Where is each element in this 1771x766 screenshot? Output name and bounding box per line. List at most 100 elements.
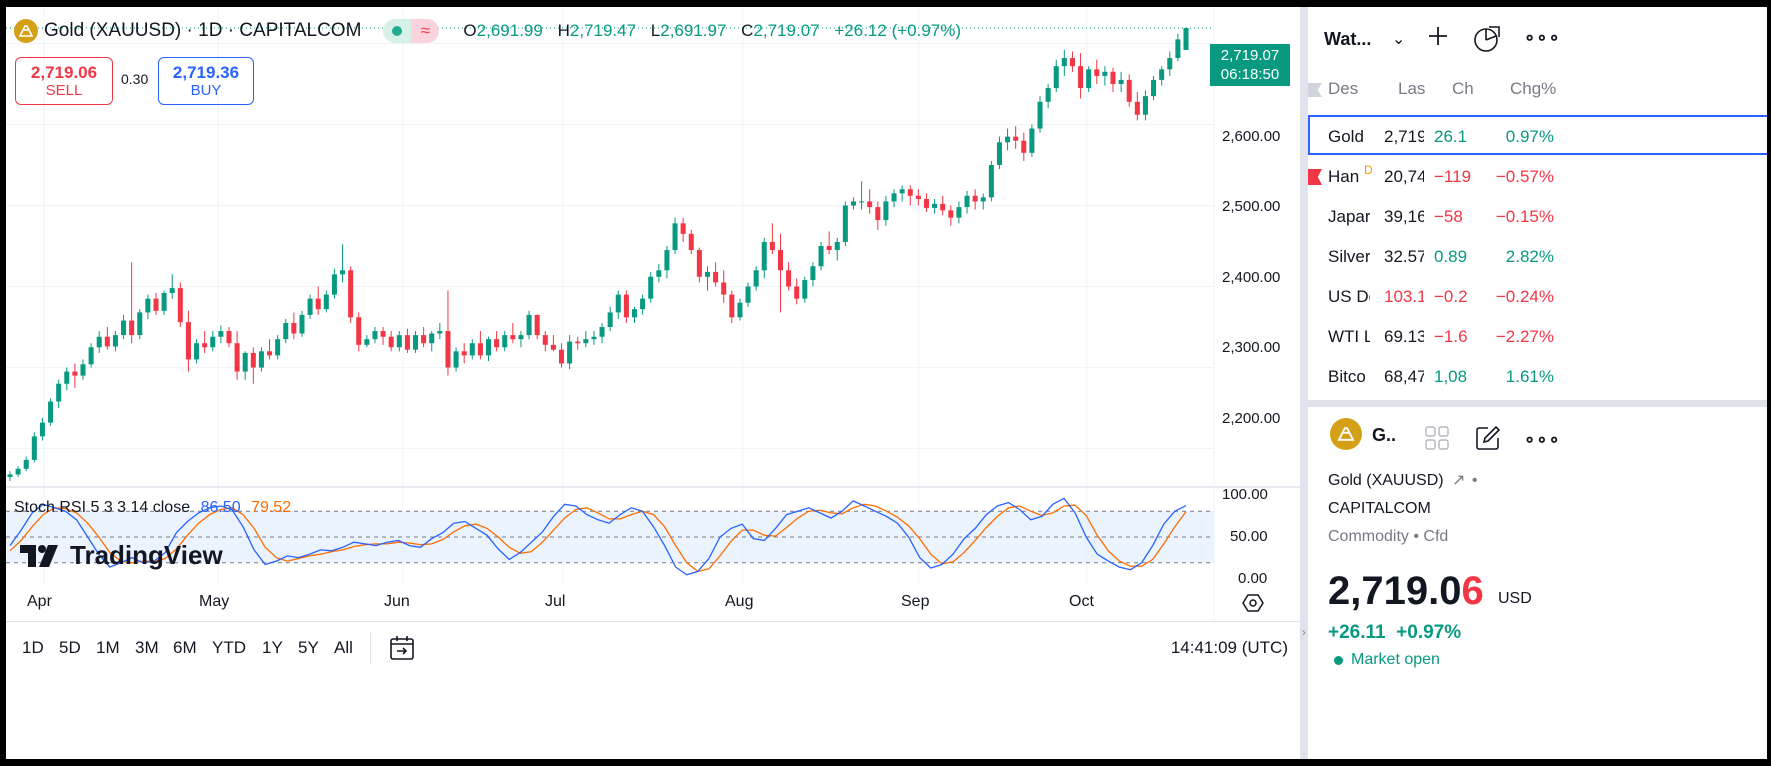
details-change: +26.11 +0.97% [1328, 622, 1462, 643]
watchlist-symbol: Han [1328, 167, 1360, 186]
high-value: 2,719.47 [569, 21, 637, 40]
candle-body [648, 276, 654, 299]
sell-price: 2,719.06 [30, 63, 98, 82]
candle-body [729, 294, 735, 318]
panel-divider[interactable] [1300, 7, 1308, 759]
red-flag-icon[interactable] [1308, 169, 1322, 185]
range-button-6m[interactable]: 6M [173, 638, 197, 657]
stoch-rsi-legend[interactable]: Stoch RSI 5 3 3 14 close 86.50 79.52 [14, 499, 291, 517]
advanced-view-icon[interactable] [1472, 24, 1502, 54]
candle-body [713, 271, 719, 283]
time-axis-label: Jul [545, 593, 566, 610]
watchlist-symbol: Bitco [1328, 367, 1366, 386]
details-exchange[interactable]: CAPITALCOM [1328, 500, 1431, 517]
market-open-dot-icon [1334, 655, 1343, 665]
candle-body [348, 270, 354, 318]
candle-body [575, 341, 581, 344]
candle-body [615, 294, 621, 313]
candle-body [356, 317, 362, 345]
market-status[interactable]: Market open [1334, 651, 1440, 669]
candle-body [218, 331, 224, 337]
candle-body [1167, 58, 1173, 70]
range-button-all[interactable]: All [334, 638, 353, 657]
buy-button[interactable]: 2,719.36 BUY [158, 57, 254, 105]
market-open-dot-icon[interactable] [383, 19, 412, 43]
price-axis-label: 2,600.00 [1222, 128, 1281, 145]
range-button-3m[interactable]: 3M [135, 638, 159, 657]
column-header-change-percent[interactable]: Chg% [1510, 79, 1557, 98]
grid-view-icon[interactable] [1424, 425, 1450, 451]
candle-body [445, 331, 451, 368]
candle-body [502, 335, 508, 348]
candle-body [769, 241, 775, 251]
utc-clock[interactable]: 14:41:09 (UTC) [1170, 638, 1288, 657]
candle-body [518, 335, 524, 340]
watchlist-row[interactable]: Gold 2,719 26.1 0.97% [1308, 115, 1767, 155]
stoch-d-line [9, 503, 1187, 573]
separator-dot: • [1471, 472, 1478, 489]
status-badges[interactable]: ≈ [383, 19, 440, 43]
candle-body [1061, 58, 1067, 67]
details-type: Commodity • Cfd [1328, 528, 1449, 545]
gold-symbol-logo [1330, 418, 1362, 450]
candle-body [315, 298, 321, 310]
candle-body [704, 271, 711, 277]
range-button-1d[interactable]: 1D [22, 638, 44, 657]
range-button-1m[interactable]: 1M [96, 638, 120, 657]
column-header-last[interactable]: Las [1398, 79, 1426, 98]
candle-body [948, 210, 954, 218]
candle-body [664, 250, 670, 271]
go-to-date-icon[interactable] [388, 634, 416, 662]
details-symbol-title[interactable]: G.. [1372, 425, 1397, 445]
candle-body [826, 246, 832, 251]
candle-body [550, 344, 556, 350]
time-axis-label: Sep [901, 593, 930, 610]
details-more-icon[interactable]: ∘∘∘ [1524, 429, 1561, 449]
candle-body [607, 312, 613, 328]
watchlist-row[interactable]: Japar 39,16 −58 −0.15% [1308, 197, 1767, 237]
watchlist-change: 1,08 [1434, 367, 1468, 386]
edit-note-icon[interactable] [1474, 424, 1502, 452]
external-link-icon[interactable]: ↗ [1452, 472, 1466, 489]
chart-canvas[interactable] [6, 7, 1300, 621]
more-options-icon[interactable]: ∘∘∘ [1524, 27, 1561, 47]
change-value: +26.12 (+0.97%) [834, 21, 962, 40]
candle-body [299, 314, 305, 334]
candle-body [656, 270, 662, 277]
delayed-data-badge: D [1364, 163, 1373, 177]
symbol-title[interactable]: Gold (XAUUSD) · 1D · CAPITALCOM [44, 20, 362, 41]
range-button-ytd[interactable]: YTD [212, 638, 246, 657]
range-button-5y[interactable]: 5Y [298, 638, 319, 657]
time-axis-label: Jun [384, 593, 410, 610]
watchlist-row[interactable]: Silver 32.57 0.89 2.82% [1308, 237, 1767, 277]
watchlist-row[interactable]: Bitco 68,47 1,08 1.61% [1308, 357, 1767, 397]
range-button-1y[interactable]: 1Y [262, 638, 283, 657]
stoch-k-value: 86.50 [200, 499, 241, 516]
brand-name: TradingView [70, 540, 223, 570]
add-symbol-icon[interactable] [1426, 24, 1450, 48]
watchlist-title[interactable]: Wat... [1324, 29, 1372, 49]
chart-settings-icon[interactable] [1242, 592, 1264, 614]
tradingview-logo[interactable]: TradingView [20, 540, 223, 571]
column-header-change[interactable]: Ch [1452, 79, 1474, 98]
candle-body [842, 205, 848, 242]
range-button-5d[interactable]: 5D [59, 638, 81, 657]
candle-body [1110, 71, 1116, 84]
chevron-down-icon[interactable]: ⌄ [1392, 31, 1406, 48]
watchlist-row[interactable]: US Dc 103.1 −0.2 −0.24% [1308, 277, 1767, 317]
watchlist-header: Wat... ⌄ ∘∘∘ [1308, 7, 1767, 71]
data-delay-icon[interactable]: ≈ [411, 19, 440, 43]
tradingview-logo-icon [20, 544, 58, 567]
flag-column-icon[interactable] [1308, 83, 1322, 97]
column-header-symbol[interactable]: Des [1328, 79, 1359, 98]
watchlist-row[interactable]: Han D 20,74 −119 −0.57% [1308, 157, 1767, 197]
candle-body [1086, 69, 1092, 89]
candle-body [469, 343, 475, 356]
stoch-axis-label: 50.00 [1230, 528, 1268, 545]
sell-button[interactable]: 2,719.06 SELL [15, 57, 113, 105]
collapse-panel-chevron-icon[interactable]: › [1302, 627, 1306, 639]
chart-pane[interactable]: Gold (XAUUSD) · 1D · CAPITALCOM ≈ O2,691… [6, 7, 1466, 759]
candle-body [907, 189, 913, 196]
stoch-k-line [9, 497, 1187, 576]
watchlist-row[interactable]: WTI L 69.13 −1.6 −2.27% [1308, 317, 1767, 357]
